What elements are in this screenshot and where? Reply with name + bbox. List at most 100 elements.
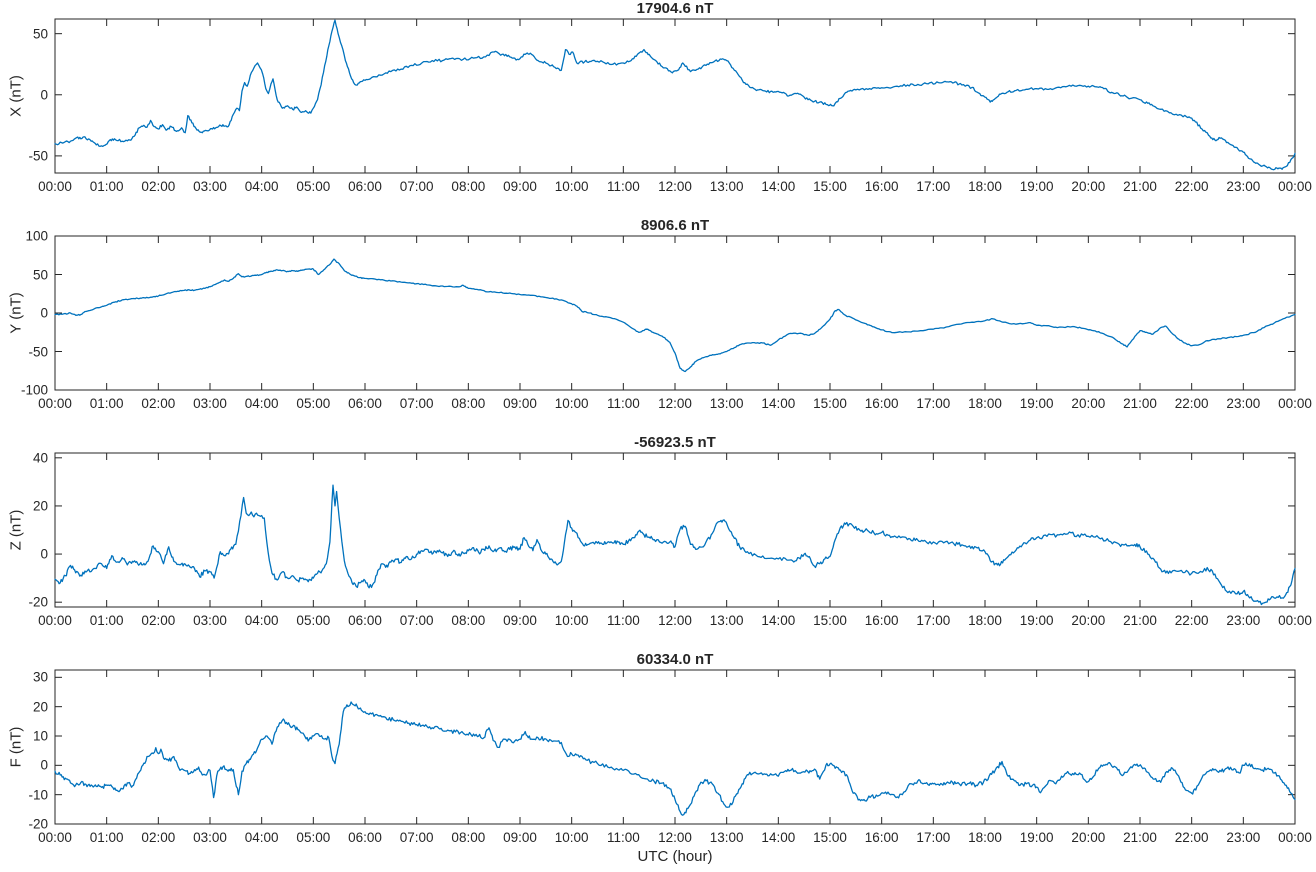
x-tick-label: 12:00 xyxy=(658,613,692,628)
y-tick-label: 10 xyxy=(32,728,48,744)
x-tick-label: 19:00 xyxy=(1019,613,1054,628)
x-tick-label: 00:00 xyxy=(38,396,72,411)
x-tick-label: 00:00 xyxy=(1278,179,1312,194)
x-tick-label: 19:00 xyxy=(1019,830,1054,845)
x-tick-label: 20:00 xyxy=(1071,179,1106,194)
x-tick-label: 16:00 xyxy=(864,179,899,194)
x-tick-label: 13:00 xyxy=(709,613,744,628)
x-tick-label: 02:00 xyxy=(141,613,176,628)
x-tick-label: 00:00 xyxy=(1278,396,1312,411)
x-tick-label: 18:00 xyxy=(968,830,1002,845)
x-tick-label: 23:00 xyxy=(1226,613,1261,628)
panel-title-z: -56923.5 nT xyxy=(634,434,716,451)
x-tick-label: 14:00 xyxy=(761,830,796,845)
x-tick-label: 06:00 xyxy=(348,179,382,194)
x-tick-label: 16:00 xyxy=(864,613,899,628)
x-tick-label: 04:00 xyxy=(244,179,279,194)
y-tick-label: 30 xyxy=(32,669,48,685)
x-tick-label: 13:00 xyxy=(709,396,744,411)
x-tick-label: 18:00 xyxy=(968,613,1002,628)
x-tick-label: 00:00 xyxy=(38,179,72,194)
x-tick-label: 21:00 xyxy=(1123,830,1157,845)
x-tick-label: 21:00 xyxy=(1123,613,1157,628)
x-tick-label: 12:00 xyxy=(658,179,692,194)
x-tick-label: 22:00 xyxy=(1174,613,1209,628)
x-tick-label: 18:00 xyxy=(968,396,1002,411)
x-tick-label: 15:00 xyxy=(813,179,847,194)
panel-title-y: 8906.6 nT xyxy=(640,217,710,234)
x-tick-label: 05:00 xyxy=(296,830,331,845)
x-tick-label: 05:00 xyxy=(296,613,331,628)
x-tick-label: 19:00 xyxy=(1019,179,1054,194)
x-tick-label: 11:00 xyxy=(606,179,640,194)
y-tick-label: 100 xyxy=(25,228,48,244)
y-tick-label: 0 xyxy=(40,546,48,562)
x-tick-label: 10:00 xyxy=(554,830,589,845)
x-tick-label: 10:00 xyxy=(554,613,589,628)
x-tick-label: 01:00 xyxy=(89,830,124,845)
x-axis-label: UTC (hour) xyxy=(637,848,713,865)
x-tick-label: 01:00 xyxy=(89,613,124,628)
x-tick-label: 17:00 xyxy=(916,830,951,845)
x-tick-label: 13:00 xyxy=(709,830,744,845)
x-tick-label: 23:00 xyxy=(1226,179,1261,194)
x-tick-label: 23:00 xyxy=(1226,396,1261,411)
y-tick-label: 50 xyxy=(32,267,48,282)
x-tick-label: 19:00 xyxy=(1019,396,1054,411)
x-tick-label: 07:00 xyxy=(399,613,434,628)
x-tick-label: 06:00 xyxy=(348,396,382,411)
x-tick-label: 20:00 xyxy=(1071,613,1106,628)
x-tick-label: 11:00 xyxy=(606,396,640,411)
x-tick-label: 04:00 xyxy=(244,830,279,845)
panel-title-x: 17904.6 nT xyxy=(636,0,714,17)
x-tick-label: 18:00 xyxy=(968,179,1002,194)
x-tick-label: 02:00 xyxy=(141,830,176,845)
x-tick-label: 03:00 xyxy=(193,179,227,194)
x-tick-label: 09:00 xyxy=(503,396,537,411)
y-tick-label: 0 xyxy=(40,305,48,321)
x-tick-label: 06:00 xyxy=(348,613,382,628)
x-tick-label: 21:00 xyxy=(1123,179,1157,194)
x-tick-label: 10:00 xyxy=(554,179,589,194)
x-tick-label: 15:00 xyxy=(813,613,847,628)
y-tick-label: -100 xyxy=(20,382,48,398)
x-tick-label: 04:00 xyxy=(244,613,279,628)
x-tick-label: 17:00 xyxy=(916,396,951,411)
x-tick-label: 15:00 xyxy=(813,830,847,845)
x-tick-label: 08:00 xyxy=(451,179,486,194)
x-tick-label: 03:00 xyxy=(193,396,227,411)
x-tick-label: 01:00 xyxy=(89,179,124,194)
x-tick-label: 00:00 xyxy=(1278,830,1312,845)
x-tick-label: 08:00 xyxy=(451,613,486,628)
x-tick-label: 06:00 xyxy=(348,830,382,845)
x-tick-label: 00:00 xyxy=(38,613,72,628)
x-tick-label: 10:00 xyxy=(554,396,589,411)
x-tick-label: 07:00 xyxy=(399,179,434,194)
x-tick-label: 17:00 xyxy=(916,179,951,194)
x-tick-label: 08:00 xyxy=(451,396,486,411)
x-tick-label: 15:00 xyxy=(813,396,847,411)
x-tick-label: 03:00 xyxy=(193,830,227,845)
x-tick-label: 16:00 xyxy=(864,396,899,411)
x-tick-label: 00:00 xyxy=(1278,613,1312,628)
x-tick-label: 13:00 xyxy=(709,179,744,194)
data-line-f xyxy=(54,701,1296,816)
y-tick-label: 40 xyxy=(32,450,48,466)
x-tick-label: 02:00 xyxy=(141,179,176,194)
x-tick-label: 22:00 xyxy=(1174,179,1209,194)
x-tick-label: 22:00 xyxy=(1174,830,1209,845)
y-tick-label: 50 xyxy=(32,26,48,42)
y-tick-label: 20 xyxy=(32,699,48,715)
x-tick-label: 05:00 xyxy=(296,179,331,194)
x-tick-label: 22:00 xyxy=(1174,396,1209,411)
y-tick-label: -50 xyxy=(28,344,48,359)
panel-title-f: 60334.0 nT xyxy=(636,651,714,668)
x-tick-label: 20:00 xyxy=(1071,396,1106,411)
